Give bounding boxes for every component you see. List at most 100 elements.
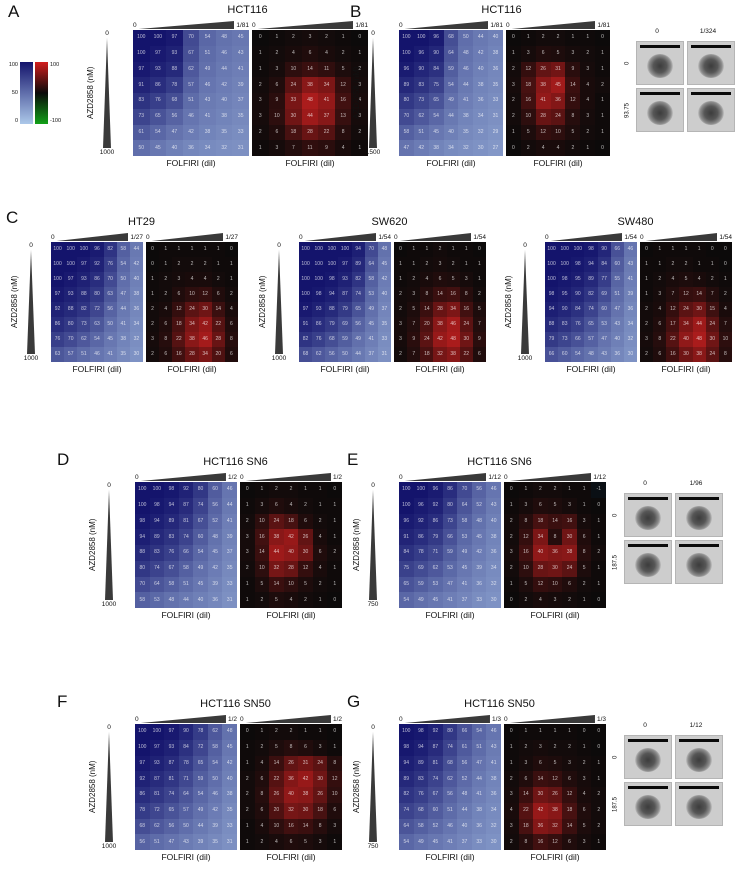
heatmap-cell: 36 [471, 818, 487, 835]
heatmap-cell: 97 [77, 257, 91, 272]
heatmap-cell: 36 [610, 347, 624, 362]
x-axis-title: FOLFIRI (dil) [166, 158, 216, 168]
heatmap-cell: 2 [562, 739, 577, 756]
heatmap-cell: 34 [623, 317, 637, 332]
x-dose-wedge-icon [404, 21, 489, 29]
image-row: 0 [610, 735, 723, 779]
spheroid-micrograph [624, 735, 672, 779]
heatmap-cell: 0 [506, 140, 521, 156]
heatmap-cell: 4 [254, 755, 270, 772]
heatmap-cell: 90 [428, 45, 444, 62]
heatmap-cell: 44 [443, 108, 459, 125]
x-dose-wedge-icon [550, 233, 623, 241]
y-axis-label: AZD2858 (nM) [86, 66, 95, 120]
heatmap-cell: 1 [692, 242, 706, 257]
heatmap-cell: 84 [571, 302, 585, 317]
x-min-label: 0 [252, 22, 256, 29]
heatmap-cell: 3 [252, 93, 269, 109]
heatmap-cell: 5 [547, 755, 563, 772]
heatmap-cell: 16 [562, 513, 577, 530]
heatmap-cell: 40 [473, 61, 489, 78]
scale-bar [679, 786, 719, 789]
heatmap-cell: 1 [591, 529, 606, 545]
synergy-heatmap-block: 0 1/81 0 1 2 2 1 1 0 1 3 6 5 3 2 1 2 12 26 31 9 3 1 3 18 38 45 14 4 2… [506, 18, 610, 168]
heatmap-cell: 39 [471, 560, 487, 577]
image-row: 187.5 [610, 782, 723, 826]
heatmap-cell: 0 [240, 724, 255, 740]
heatmap-cell: 1 [240, 576, 255, 593]
heatmap-cell: 4 [198, 272, 212, 287]
y-dose-wedge-icon [369, 38, 377, 148]
spheroid-micrograph [675, 782, 723, 826]
heatmap-cell: 6 [254, 802, 270, 819]
heatmap-cell: 80 [64, 317, 78, 332]
heatmap-cell: 24 [269, 513, 284, 530]
heatmap-cell: 6 [472, 347, 486, 362]
x-min-label: 0 [135, 716, 139, 723]
heatmap-cell: 2 [334, 45, 352, 62]
spheroid-micrograph [675, 735, 723, 779]
heatmap-cell: 2 [298, 592, 313, 608]
heatmap-cell: 4 [533, 592, 548, 608]
heatmap-cell: 94 [413, 739, 429, 756]
spheroid-blob [686, 505, 712, 530]
heatmap-cell: 12 [533, 576, 548, 593]
heatmap-cell: 86 [51, 317, 65, 332]
heatmap-cell: 26 [298, 529, 313, 545]
x-axis-title: FOLFIRI (dil) [530, 610, 580, 620]
heatmap-cell: 32 [129, 332, 143, 347]
heatmap-cell: 1 [506, 45, 521, 62]
heatmap-cell: 10 [718, 332, 732, 347]
y-axis: AZD2858 (nM) 0 1000 [258, 242, 296, 362]
heatmap-cell: 39 [232, 77, 249, 93]
heatmap-cell: 41 [471, 787, 487, 803]
heatmap-cell: 97 [338, 257, 352, 272]
heatmap-cell: 42 [377, 272, 391, 287]
x-max-label: 1/54 [378, 234, 391, 241]
heatmap-cell: 94 [135, 529, 150, 545]
heatmap-cell: 65 [164, 802, 179, 819]
x-axis: 0 1/81 [252, 18, 368, 29]
heatmap-cell: 37 [364, 347, 378, 362]
heatmap-cell: 47 [471, 755, 487, 772]
heatmap-cell: 5 [407, 302, 421, 317]
heatmap-cell: 89 [351, 257, 365, 272]
heatmap-cell: 34 [473, 108, 489, 125]
heatmap-cell: 2 [640, 302, 654, 317]
y-dose-wedge-icon [27, 250, 35, 354]
heatmap-cell: 88 [135, 545, 150, 561]
heatmap-cell: 5 [334, 61, 352, 78]
heatmap-cell: 89 [164, 513, 179, 530]
heatmap-cell: 3 [351, 108, 368, 125]
heatmap-cell: 97 [149, 739, 165, 756]
heatmap-cell: 5 [547, 497, 563, 514]
heatmap-cell: 8 [518, 834, 534, 850]
heatmap-cell: 0 [504, 482, 519, 498]
heatmap-cell: 91 [299, 317, 313, 332]
heatmap-cell: 2 [520, 140, 536, 156]
heatmap-cell: 62 [149, 818, 165, 835]
heatmap-cell: 38 [473, 77, 489, 93]
heatmap-cell: 1 [240, 497, 255, 514]
y-axis-label: AZD2858 (nM) [10, 275, 19, 329]
heatmap-cell: 94 [584, 257, 598, 272]
heatmap-cell: 88 [325, 302, 339, 317]
heatmap-cell: 30 [298, 545, 313, 561]
heatmap-cell: 6 [576, 529, 592, 545]
heatmap-cell: 10 [254, 560, 270, 577]
heatmap-cell: 56 [471, 482, 487, 498]
heatmap-cell: 12 [172, 302, 186, 317]
y-min-label: 0 [107, 724, 111, 731]
heatmap-cell: 100 [312, 272, 326, 287]
heatmap-cell: 16 [666, 347, 680, 362]
heatmap-cell: 40 [215, 93, 233, 109]
panel-c-sw480: SW480 AZD2858 (nM) 0 1000 0 1/54 100 100 100 98 90… [504, 216, 732, 374]
heatmap-cell: 46 [486, 482, 501, 498]
heatmap-cell: 89 [399, 771, 414, 787]
y-axis: AZD2858 (nM) 0 750 [352, 724, 396, 850]
heatmap-cell: 48 [584, 347, 598, 362]
y-axis-label: AZD2858 (nM) [352, 518, 361, 572]
heatmap-cell: 73 [413, 93, 429, 109]
heatmap-cell: 1 [240, 592, 255, 608]
y-dose-wedge-icon [103, 38, 111, 148]
